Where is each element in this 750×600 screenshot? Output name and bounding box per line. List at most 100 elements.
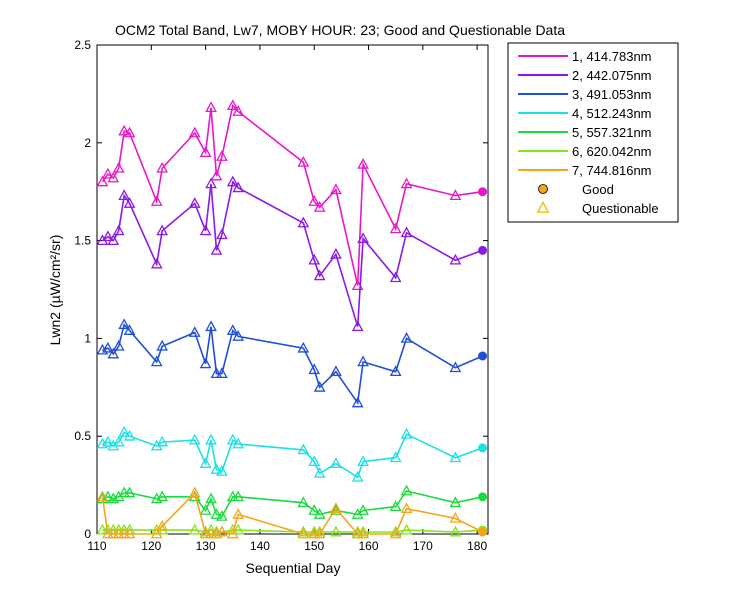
data-point-questionable (226, 175, 239, 187)
data-point-questionable (107, 234, 120, 246)
data-point-questionable (449, 525, 462, 537)
data-point-questionable (118, 318, 130, 330)
data-point-questionable (156, 339, 169, 351)
data-point-questionable (400, 502, 413, 513)
legend-good-marker (538, 184, 548, 194)
legend-good-label: Good (582, 182, 614, 197)
x-tick-label: 120 (141, 539, 161, 553)
series-line (101, 180, 483, 327)
data-point-questionable (199, 224, 212, 236)
data-point-questionable (297, 341, 310, 353)
data-point-questionable (357, 504, 369, 515)
data-point-questionable (102, 167, 114, 179)
data-point-questionable (188, 197, 201, 208)
data-point-questionable (449, 253, 462, 265)
data-point-questionable (210, 169, 223, 181)
data-point-questionable (112, 435, 125, 447)
data-point-questionable (118, 425, 130, 437)
x-tick-label: 180 (467, 539, 487, 553)
data-point-questionable (449, 511, 462, 523)
data-point-good (478, 527, 488, 537)
data-point-questionable (400, 427, 413, 439)
data-point-questionable (112, 224, 125, 236)
data-point-questionable (389, 365, 402, 377)
data-point-questionable (156, 435, 169, 447)
series-line (102, 431, 483, 479)
chart-title: OCM2 Total Band, Lw7, MOBY HOUR: 23; Goo… (115, 22, 565, 38)
data-point-good (478, 492, 488, 502)
data-point-questionable (330, 365, 342, 377)
data-point-questionable (351, 320, 364, 332)
data-point-questionable (232, 330, 245, 341)
data-point-questionable (389, 525, 402, 537)
data-point-questionable (118, 189, 130, 201)
data-point-questionable (357, 157, 369, 169)
data-point-questionable (308, 195, 321, 206)
x-tick-label: 160 (359, 539, 379, 553)
data-point-questionable (123, 429, 136, 441)
series-3 (96, 318, 488, 408)
data-point-questionable (330, 525, 342, 537)
data-point-questionable (389, 451, 402, 463)
data-point-questionable (226, 324, 239, 335)
data-point-questionable (156, 161, 169, 173)
data-point-questionable (308, 253, 321, 265)
data-point-questionable (400, 332, 413, 343)
data-point-questionable (188, 126, 201, 138)
data-point-questionable (400, 177, 413, 189)
data-point-questionable (226, 527, 239, 539)
data-point-questionable (156, 490, 169, 502)
data-point-questionable (107, 171, 120, 183)
data-point-questionable (297, 496, 310, 508)
data-point-questionable (205, 101, 217, 112)
data-point-questionable (330, 247, 342, 259)
data-point-questionable (357, 355, 369, 367)
data-point-questionable (150, 195, 163, 206)
plot-frame (96, 44, 489, 535)
data-point-questionable (188, 523, 201, 535)
data-point-questionable (232, 508, 245, 519)
series-line (101, 103, 483, 286)
data-point-questionable (357, 525, 369, 537)
y-tick-label: 1 (84, 331, 91, 345)
data-point-questionable (357, 232, 369, 244)
data-point-questionable (216, 525, 228, 537)
data-point-questionable (210, 508, 223, 519)
data-point-questionable (232, 437, 245, 449)
data-point-questionable (297, 216, 310, 228)
data-point-good (478, 351, 488, 361)
data-point-questionable (112, 339, 125, 351)
data-point-questionable (123, 324, 136, 335)
data-point-questionable (297, 155, 310, 167)
legend-label: 1, 414.783nm (572, 49, 652, 64)
data-point-questionable (210, 244, 223, 255)
data-point-questionable (313, 269, 326, 281)
data-point-questionable (297, 443, 310, 455)
data-point-questionable (313, 508, 326, 519)
data-point-good (478, 443, 488, 453)
x-tick-label: 130 (196, 539, 216, 553)
legend-label: 5, 557.321nm (572, 125, 652, 140)
x-tick-label: 110 (87, 539, 106, 553)
series-line (101, 491, 483, 535)
data-point-questionable (150, 355, 163, 367)
data-point-questionable (205, 433, 217, 445)
data-point-questionable (449, 189, 462, 201)
data-point-questionable (199, 504, 212, 515)
data-point-questionable (150, 257, 163, 269)
data-point-questionable (216, 228, 228, 240)
data-point-questionable (156, 519, 169, 531)
legend-label: 3, 491.053nm (572, 87, 652, 102)
data-point-questionable (400, 226, 413, 238)
series-line (102, 323, 483, 406)
data-point-questionable (400, 523, 413, 535)
legend-label: 7, 744.816nm (572, 163, 652, 178)
y-axis-label: Lwn2 (µW/cm²/sr) (47, 235, 63, 346)
data-point-questionable (123, 527, 136, 539)
data-point-questionable (308, 455, 321, 467)
legend-label: 4, 512.243nm (572, 106, 652, 121)
data-point-questionable (351, 396, 364, 408)
data-point-good (478, 245, 488, 255)
data-point-questionable (313, 467, 326, 478)
data-point-questionable (102, 435, 114, 447)
